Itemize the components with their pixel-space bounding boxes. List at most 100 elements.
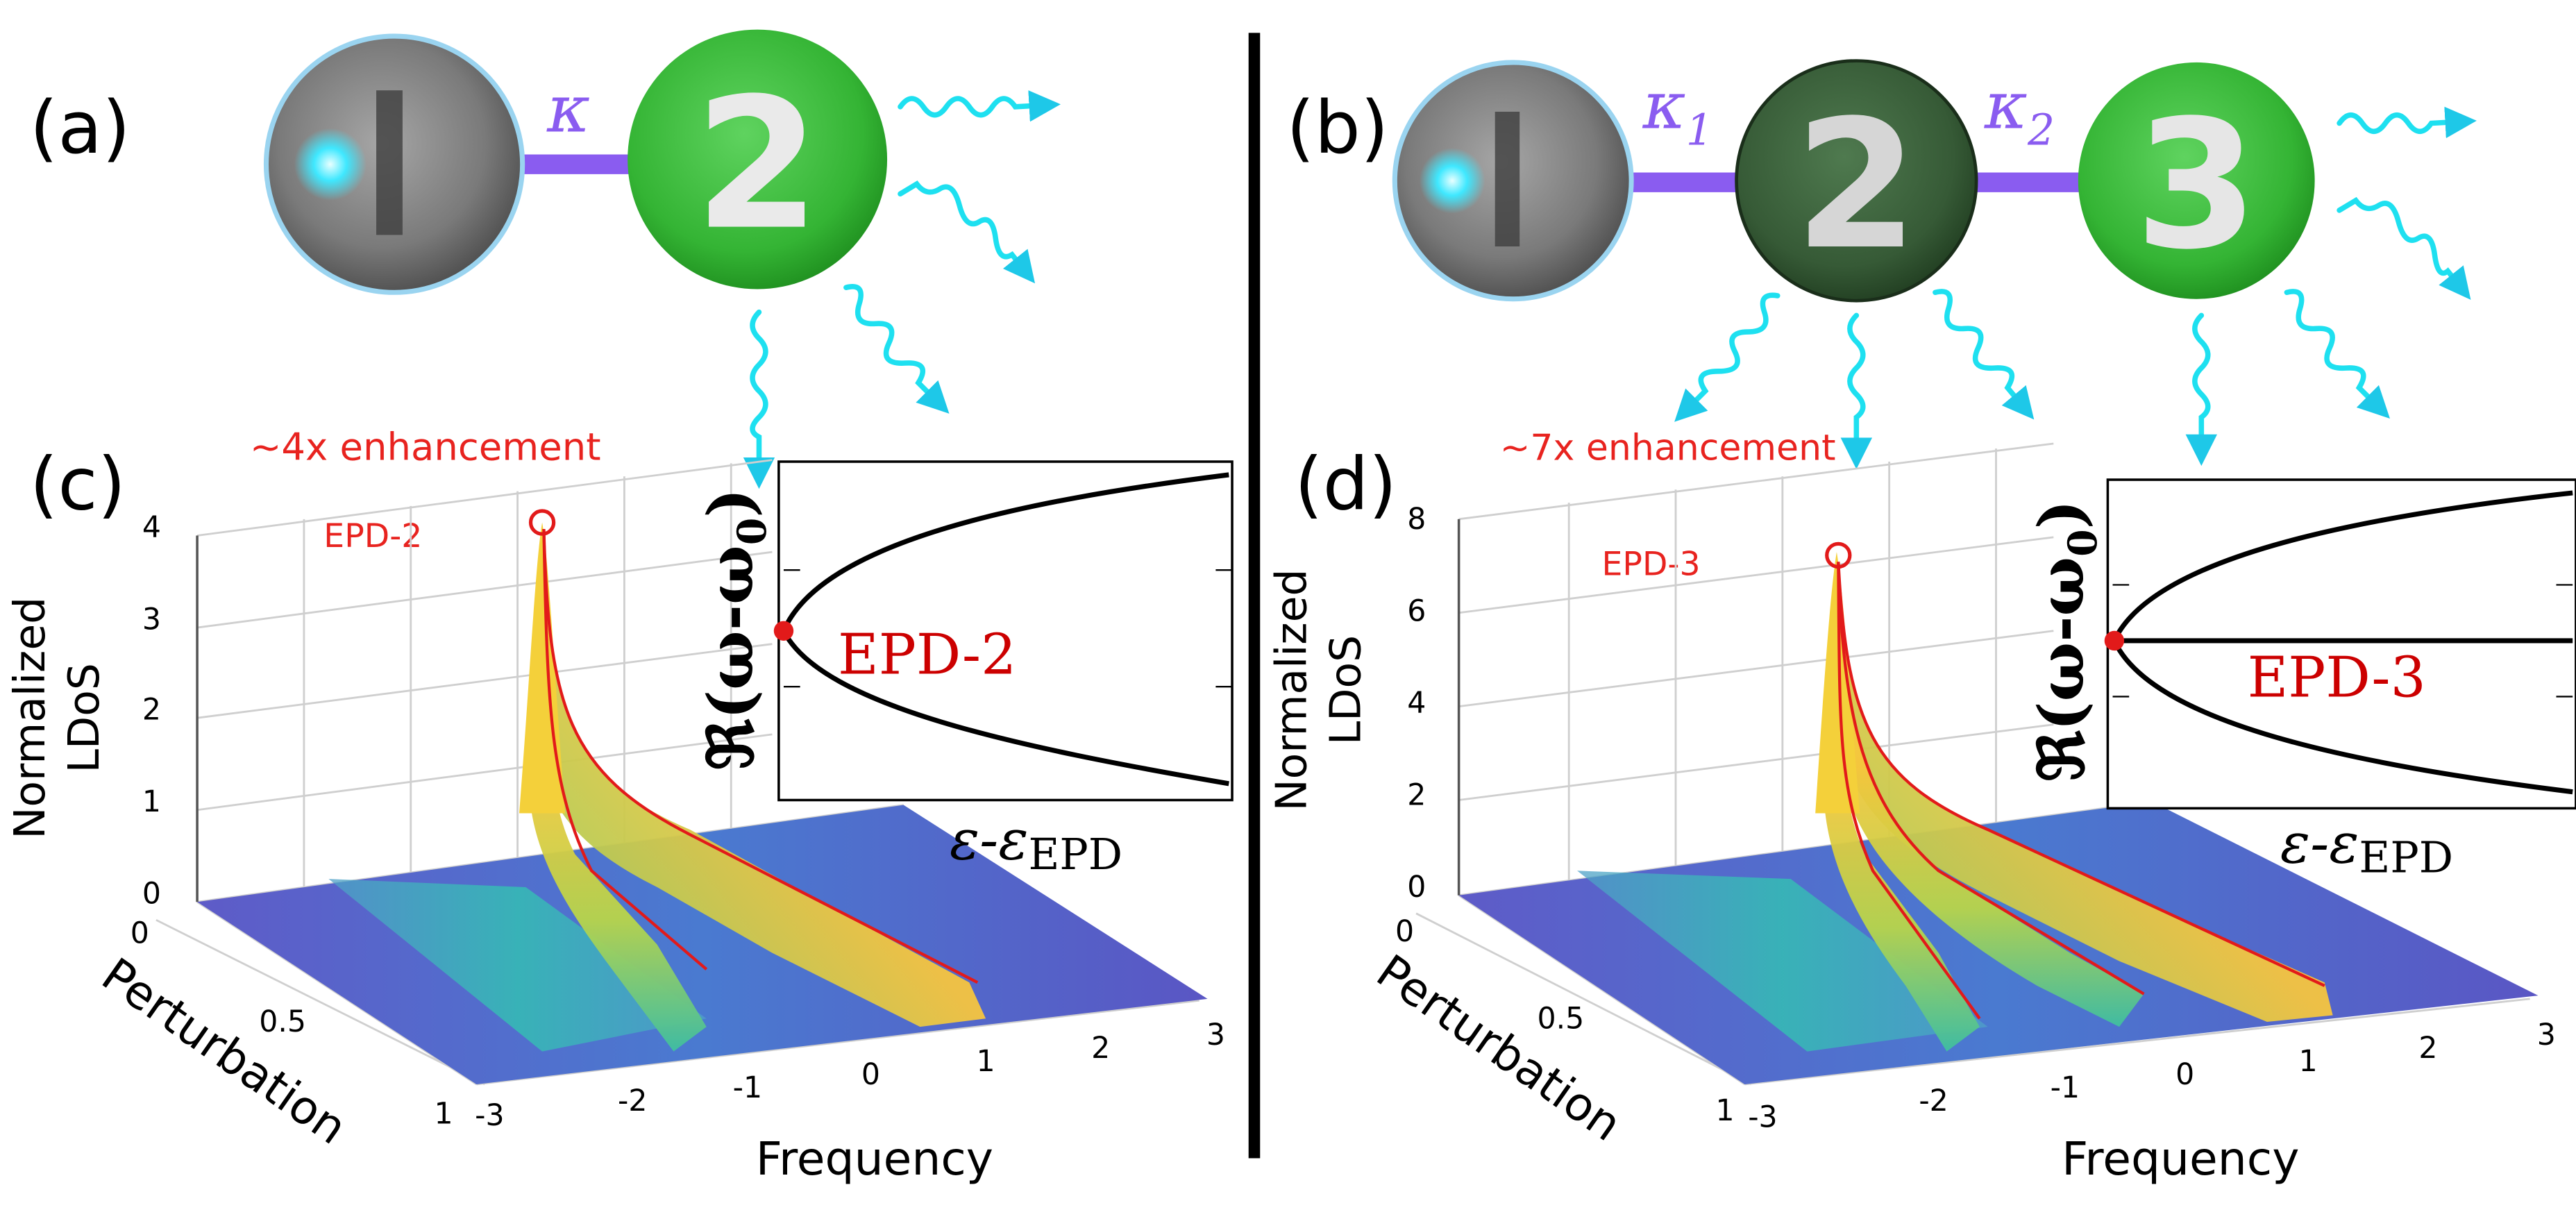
- resonator-1: [1392, 60, 1634, 302]
- y-tick: 0: [131, 916, 149, 950]
- radiation-arrow-icon: [2337, 196, 2471, 300]
- x-tick: 3: [1206, 1018, 1225, 1052]
- z-axis-label-line2: LDoS: [1321, 635, 1371, 745]
- x-tick: -1: [733, 1070, 762, 1105]
- panel-a: (a) κ 2: [30, 29, 1061, 489]
- branch-line-right: [1837, 562, 2325, 987]
- branch-line-left: [1837, 562, 1981, 1020]
- radiation-arrows: [743, 90, 1061, 489]
- coupling-kappa-label: κ: [546, 71, 590, 147]
- coupling-rod-1: [1626, 172, 1758, 192]
- panel-divider: [1248, 33, 1261, 1159]
- z-axis-label-line1: Normalized: [5, 597, 55, 839]
- x-tick: 3: [2537, 1018, 2556, 1052]
- radiation-arrow-icon: [898, 90, 1061, 122]
- x-tick: 0: [861, 1057, 880, 1092]
- radiation-arrow-icon: [843, 284, 950, 414]
- radiation-arrow-icon: [1933, 289, 2035, 420]
- z-tick: 8: [1407, 502, 1426, 537]
- y-tick: 1: [435, 1097, 453, 1132]
- radiation-arrow-icon: [898, 180, 1036, 284]
- z-axis: 4 3 2 1 0 Normalized LDoS: [5, 510, 199, 911]
- radiation-arrow-icon: [743, 309, 775, 489]
- x-axis-label: Frequency: [756, 1132, 993, 1186]
- radiation-arrow-icon: [2284, 289, 2390, 419]
- branch-line-left: [542, 528, 708, 970]
- panel-b-label: (b): [1286, 85, 1388, 170]
- z-tick: 2: [142, 693, 161, 728]
- radiation-arrow-icon: [1840, 312, 1873, 469]
- coupling-kappa-1-label: κ1: [1642, 68, 1713, 155]
- z-tick: 2: [1407, 778, 1426, 813]
- inset-epd-point: [2104, 630, 2125, 651]
- inset-epd-point: [773, 621, 794, 641]
- panel-b: (b) κ1 κ2 2 3: [1286, 59, 2477, 469]
- inset-x-axis-label: ε-εEPD: [2280, 810, 2453, 882]
- resonator-2-number: 2: [695, 60, 820, 270]
- x-tick: -2: [1919, 1084, 1948, 1118]
- peak-marker: [528, 509, 556, 536]
- surface-ridge-right: [542, 526, 986, 1027]
- x-axis-label: Frequency: [2062, 1132, 2299, 1186]
- peak-marker: [1825, 541, 1852, 569]
- z-tick: 6: [1407, 594, 1426, 629]
- y-tick: 0: [1395, 914, 1414, 949]
- z-tick: 4: [1407, 686, 1426, 721]
- z-tick: 3: [142, 602, 161, 637]
- z-tick: 0: [142, 877, 161, 911]
- surface-ridge-left: [1823, 555, 1980, 1052]
- x-tick: -1: [2051, 1070, 2080, 1105]
- resonator-2-number: 2: [1794, 83, 1918, 289]
- x-tick: 1: [977, 1044, 995, 1079]
- x-tick: -3: [475, 1098, 504, 1133]
- z-tick: 1: [142, 784, 161, 819]
- coupling-rod: [500, 154, 646, 174]
- radiation-arrow-icon: [2185, 312, 2218, 466]
- panel-c-label: (c): [30, 442, 126, 527]
- z-tick: 4: [142, 510, 161, 545]
- resonator-3-number: 3: [2135, 83, 2258, 289]
- z-axis-label-line1: Normalized: [1267, 569, 1317, 812]
- z-tick: 0: [1407, 870, 1426, 905]
- x-tick: 1: [2299, 1044, 2318, 1079]
- surface-ridge-left: [528, 526, 707, 1052]
- emitter-glow-icon: [294, 128, 367, 201]
- emitter-glow-icon: [1419, 147, 1485, 214]
- x-tick: 0: [2175, 1057, 2194, 1092]
- x-tick: -3: [1748, 1100, 1777, 1134]
- radiation-arrows: [1674, 106, 2477, 469]
- panel-c: (c) ~4x enhancement EPD-2 4 3 2 1 0 Norm…: [5, 425, 1234, 1186]
- enhancement-annotation: ~7x enhancement: [1500, 428, 1836, 469]
- coupling-kappa-2-label: κ2: [1984, 68, 2055, 155]
- resonator-1: [263, 33, 525, 295]
- branch-line-right: [542, 528, 979, 984]
- resonator-3: 3: [2078, 62, 2315, 299]
- peak-label: EPD-3: [1602, 545, 1701, 583]
- z-axis: 8 6 4 2 0 Normalized LDoS: [1267, 502, 1460, 905]
- frequency-axis: -3 -2 -1 0 1 2 3 Frequency: [475, 1018, 1225, 1186]
- panel-a-label: (a): [30, 85, 131, 170]
- panel-d: (d) ~7x enhancement EPD-3 8 6 4 2 0 Norm…: [1267, 428, 2576, 1186]
- frequency-axis: -3 -2 -1 0 1 2 3 Frequency: [1748, 1018, 2556, 1186]
- resonator-1-numeral: [376, 90, 403, 235]
- enhancement-annotation: ~4x enhancement: [250, 425, 601, 469]
- inset-curve: [2112, 490, 2573, 795]
- surface-valley: [1577, 871, 1988, 1052]
- y-tick: 1: [1715, 1093, 1734, 1128]
- inset-y-axis-label: ℜ(ω-ω0): [695, 488, 775, 770]
- surface-valley: [328, 879, 707, 1052]
- radiation-arrow-icon: [2337, 106, 2477, 139]
- y-tick: 0.5: [259, 1004, 306, 1039]
- surface-peak: [1815, 552, 1860, 814]
- resonator-1-numeral: [1495, 111, 1520, 246]
- x-tick: 2: [2418, 1031, 2437, 1066]
- surface-ridge-right: [1836, 555, 2333, 1023]
- inset-x-axis-label: ε-εEPD: [950, 807, 1122, 880]
- surface-ridge-middle: [1836, 555, 2144, 1027]
- inset-point-label: EPD-3: [2248, 644, 2426, 709]
- z-axis-label-line2: LDoS: [59, 663, 109, 773]
- x-tick: -2: [618, 1084, 647, 1118]
- panel-d-label: (d): [1295, 442, 1397, 527]
- inset-bifurcation-plot: EPD-2 ℜ(ω-ω0) ε-εEPD: [695, 460, 1234, 880]
